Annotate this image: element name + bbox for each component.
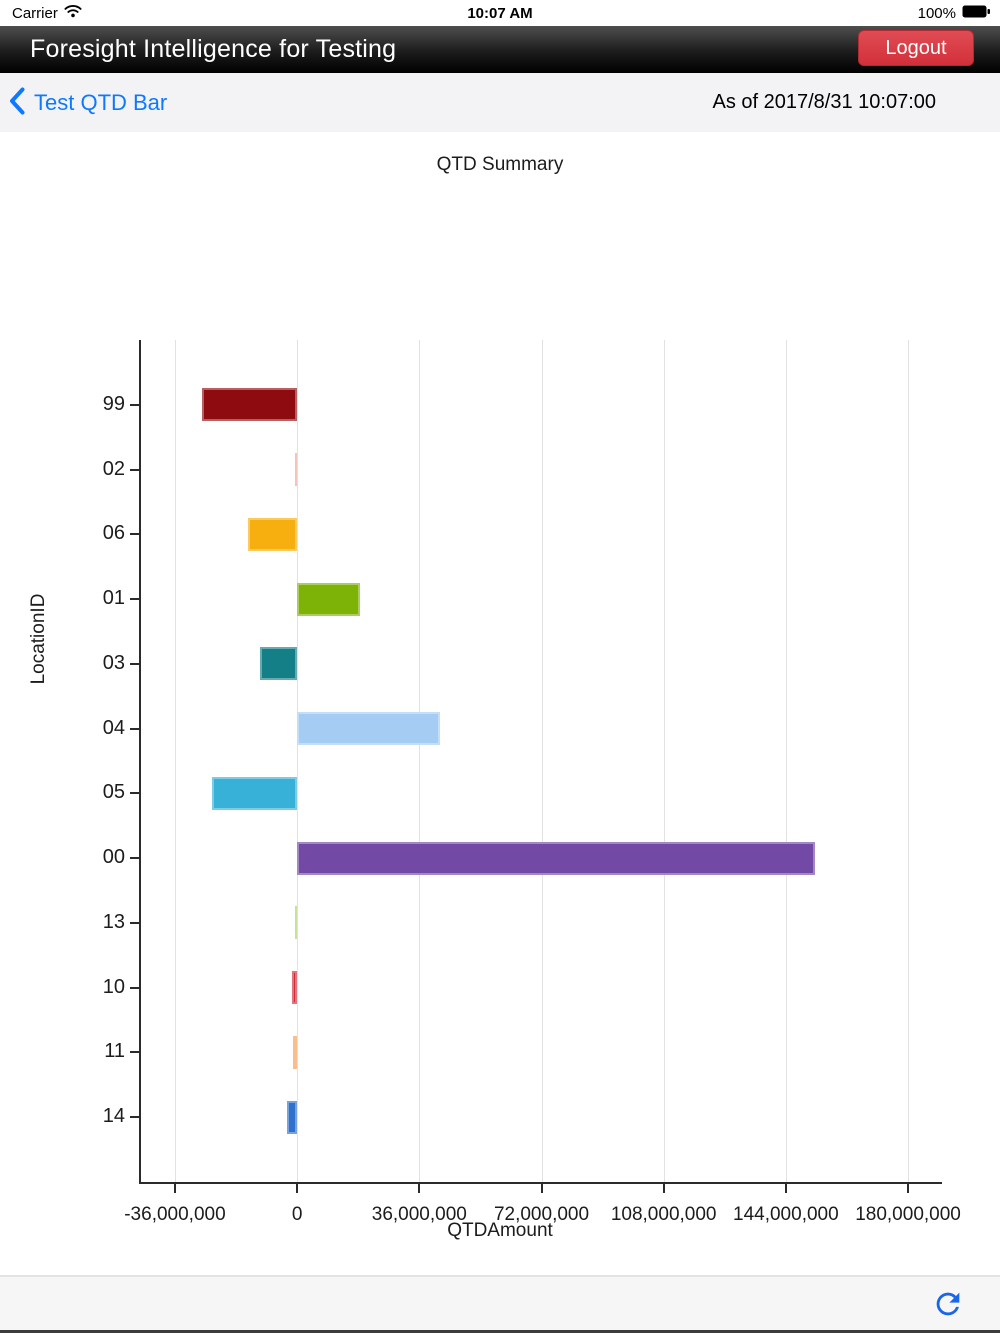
y-category-label: 13 — [102, 910, 125, 933]
status-bar: Carrier 10:07 AM 100% — [0, 0, 1000, 26]
y-axis-tick — [130, 468, 139, 471]
x-tick-label: 180,000,000 — [855, 1204, 961, 1225]
chart-title: QTD Summary — [436, 154, 564, 175]
y-axis-tick — [130, 1051, 139, 1054]
y-axis-tick — [130, 403, 139, 406]
status-right: 100% — [918, 5, 1000, 22]
app-title: Foresight Intelligence for Testing — [30, 35, 397, 63]
nav-bar: Test QTD Bar As of 2017/8/31 10:07:00 — [0, 73, 1000, 133]
x-axis-tick — [296, 1184, 299, 1193]
bar-location-01[interactable] — [297, 582, 360, 616]
y-axis-tick — [130, 792, 139, 795]
carrier-label: Carrier — [12, 4, 58, 22]
y-category-label: 05 — [102, 781, 125, 804]
y-axis-tick — [130, 662, 139, 665]
x-tick-label: 144,000,000 — [733, 1204, 839, 1225]
y-category-label: 01 — [102, 587, 125, 610]
y-axis-tick — [130, 598, 139, 601]
app-header: Foresight Intelligence for Testing Logou… — [0, 26, 1000, 73]
back-button[interactable]: Test QTD Bar — [8, 87, 167, 118]
wifi-icon — [64, 4, 82, 22]
x-gridline — [785, 340, 787, 1182]
y-category-label: 00 — [102, 846, 125, 869]
x-axis-tick — [540, 1184, 543, 1193]
y-axis-tick — [130, 727, 139, 730]
bar-location-03[interactable] — [259, 647, 298, 681]
x-tick-label: -36,000,000 — [124, 1204, 226, 1225]
y-category-label: 03 — [102, 651, 125, 674]
bar-location-10[interactable] — [292, 971, 298, 1005]
y-category-label: 10 — [102, 975, 125, 998]
back-chevron-icon — [8, 87, 26, 118]
x-axis-tick — [907, 1184, 910, 1193]
logout-button[interactable]: Logout — [858, 30, 974, 66]
x-gridline — [419, 340, 421, 1182]
x-tick-label: 72,000,000 — [493, 1204, 590, 1225]
back-button-label: Test QTD Bar — [34, 89, 168, 115]
bar-location-02[interactable] — [295, 453, 298, 487]
y-category-label: 04 — [102, 716, 125, 739]
bottom-toolbar — [0, 1275, 1000, 1333]
bar-chart-plot: -36,000,000 0 36,000,000 72,000,000 108,000,… — [103, 340, 961, 1225]
bar-location-13[interactable] — [295, 906, 298, 940]
bar-location-05[interactable] — [212, 776, 298, 810]
x-axis-tick — [662, 1184, 665, 1193]
y-axis-tick — [130, 986, 139, 989]
refresh-icon — [931, 1292, 965, 1324]
x-tick-label: 0 — [291, 1204, 303, 1225]
chart-region: QTD Summary -36,000,000 0 36,000,000 72,000… — [0, 132, 1000, 1275]
y-category-label: 99 — [102, 392, 125, 415]
y-axis-tick — [130, 921, 139, 924]
clock-label: 10:07 AM — [467, 4, 533, 22]
bar-location-00[interactable] — [297, 841, 815, 875]
x-gridline — [908, 340, 910, 1182]
y-axis-label: LocationID — [28, 593, 49, 685]
bar-location-14[interactable] — [287, 1100, 298, 1134]
battery-icon — [962, 5, 990, 22]
y-category-label: 11 — [104, 1040, 125, 1063]
as-of-timestamp: As of 2017/8/31 10:07:00 — [712, 91, 936, 113]
bar-location-04[interactable] — [297, 712, 440, 746]
bar-location-11[interactable] — [293, 1035, 298, 1069]
x-tick-label: 108,000,000 — [610, 1204, 717, 1225]
x-gridline — [174, 340, 176, 1182]
x-gridline — [663, 340, 665, 1182]
screen-bottom-edge — [0, 1330, 1000, 1333]
y-category-label: 02 — [102, 457, 125, 480]
bar-location-06[interactable] — [247, 517, 298, 551]
x-axis-tick — [418, 1184, 421, 1193]
x-gridline — [297, 340, 299, 1182]
refresh-button[interactable] — [928, 1285, 968, 1325]
x-axis-tick — [784, 1184, 787, 1193]
y-category-label: 06 — [102, 522, 125, 545]
x-axis-tick — [173, 1184, 176, 1193]
y-axis-tick — [130, 1116, 139, 1119]
y-axis-tick — [130, 533, 139, 536]
battery-percent-label: 100% — [917, 4, 956, 22]
x-axis-label: QTDAmount — [447, 1220, 553, 1241]
x-tick-label: 36,000,000 — [371, 1204, 467, 1225]
y-category-label: 14 — [102, 1105, 125, 1128]
status-left: Carrier — [0, 4, 82, 22]
x-gridline — [541, 340, 543, 1182]
bar-location-99[interactable] — [202, 388, 298, 422]
y-axis-tick — [130, 857, 139, 860]
